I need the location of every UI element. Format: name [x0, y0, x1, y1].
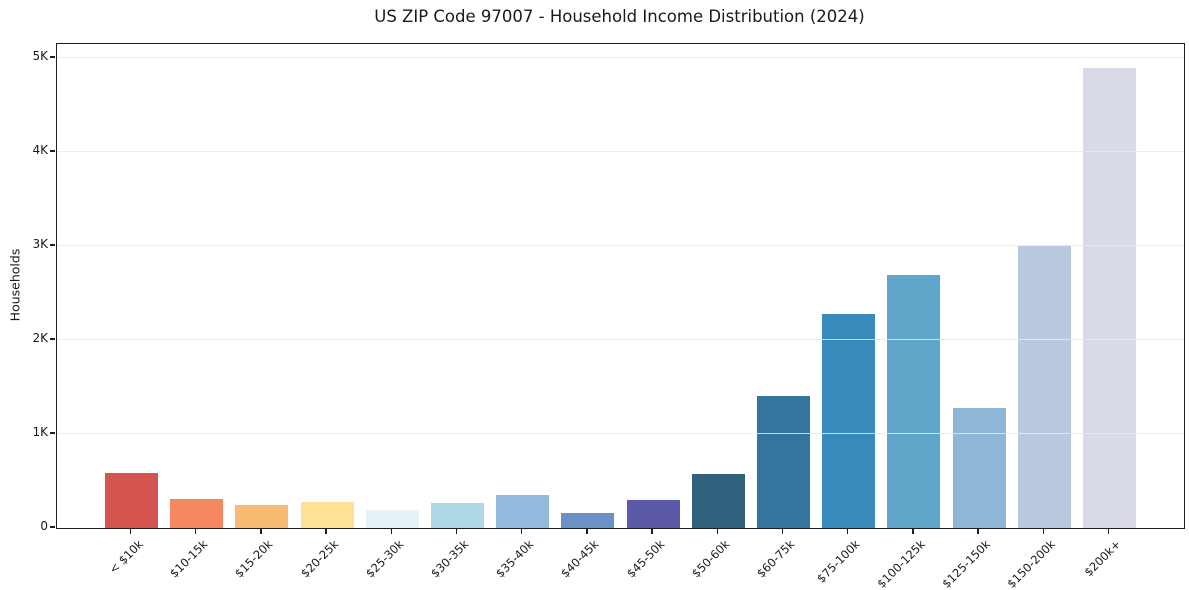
x-tick: [1042, 528, 1045, 534]
x-tick: [586, 528, 588, 534]
x-tick-label: $25-30k: [362, 537, 407, 581]
y-tick-label: 3K: [32, 237, 48, 252]
x-tick-label: $60-75k: [753, 537, 798, 581]
x-tick-label: $50-60k: [688, 537, 733, 581]
gridline: [57, 433, 1184, 435]
x-tick-label: $200k+: [1081, 537, 1124, 580]
bar-0: [105, 472, 158, 528]
x-tick: [977, 528, 979, 534]
gridline: [57, 151, 1184, 153]
bar-12: [887, 275, 941, 528]
x-tick: [716, 528, 719, 534]
x-tick: [260, 528, 262, 534]
bar-8: [626, 499, 680, 528]
chart-title: US ZIP Code 97007 - Household Income Dis…: [374, 7, 865, 26]
x-tick-label: < $10k: [105, 537, 146, 577]
x-tick-label: $125-150k: [939, 537, 993, 590]
bar-6: [496, 495, 550, 528]
y-tick: [50, 338, 55, 340]
y-tick-label: 0: [40, 519, 48, 533]
gridline: [57, 57, 1184, 59]
bar-14: [1017, 246, 1071, 528]
bar-1: [170, 498, 224, 528]
bar-3: [300, 501, 354, 528]
x-tick-label: $150-200k: [1004, 537, 1059, 590]
bar-15: [1083, 68, 1136, 528]
y-tick: [50, 526, 55, 528]
x-tick-label: $40-45k: [558, 537, 602, 581]
x-tick-label: $10-15k: [167, 537, 211, 581]
gridline: [57, 339, 1184, 341]
bar-13: [952, 407, 1006, 528]
x-tick-label: $45-50k: [623, 537, 667, 581]
gridline: [57, 245, 1184, 247]
bar-9: [691, 473, 745, 528]
bar-11: [822, 313, 876, 528]
y-tick: [50, 56, 55, 58]
x-tick-label: $75-100k: [813, 537, 863, 586]
y-axis-label: Households: [7, 248, 23, 322]
x-tick: [194, 528, 197, 534]
x-tick: [325, 528, 327, 534]
bar-7: [561, 512, 615, 528]
bar-2: [235, 504, 289, 528]
y-tick-label: 1K: [32, 425, 48, 440]
x-tick: [390, 528, 393, 534]
bar-4: [365, 510, 419, 528]
y-tick: [50, 150, 55, 152]
y-tick-label: 2K: [32, 331, 48, 346]
x-tick: [455, 528, 458, 534]
y-tick: [50, 432, 55, 434]
x-tick: [520, 528, 523, 534]
x-tick: [651, 528, 653, 534]
x-tick: [1107, 528, 1110, 534]
bar-10: [757, 396, 810, 528]
x-tick-label: $30-35k: [427, 537, 472, 581]
x-tick-label: $15-20k: [232, 537, 276, 581]
y-tick-label: 4K: [32, 143, 48, 158]
x-tick: [781, 528, 784, 534]
y-tick-label: 5K: [32, 49, 48, 64]
x-tick: [912, 528, 914, 534]
x-tick: [129, 528, 132, 534]
bar-5: [431, 502, 484, 528]
y-tick: [50, 244, 55, 246]
x-tick-label: $20-25k: [297, 537, 341, 581]
x-tick-label: $100-125k: [874, 537, 928, 590]
plot-area: [56, 43, 1185, 529]
x-tick-label: $35-40k: [493, 537, 537, 581]
x-tick: [846, 528, 849, 534]
